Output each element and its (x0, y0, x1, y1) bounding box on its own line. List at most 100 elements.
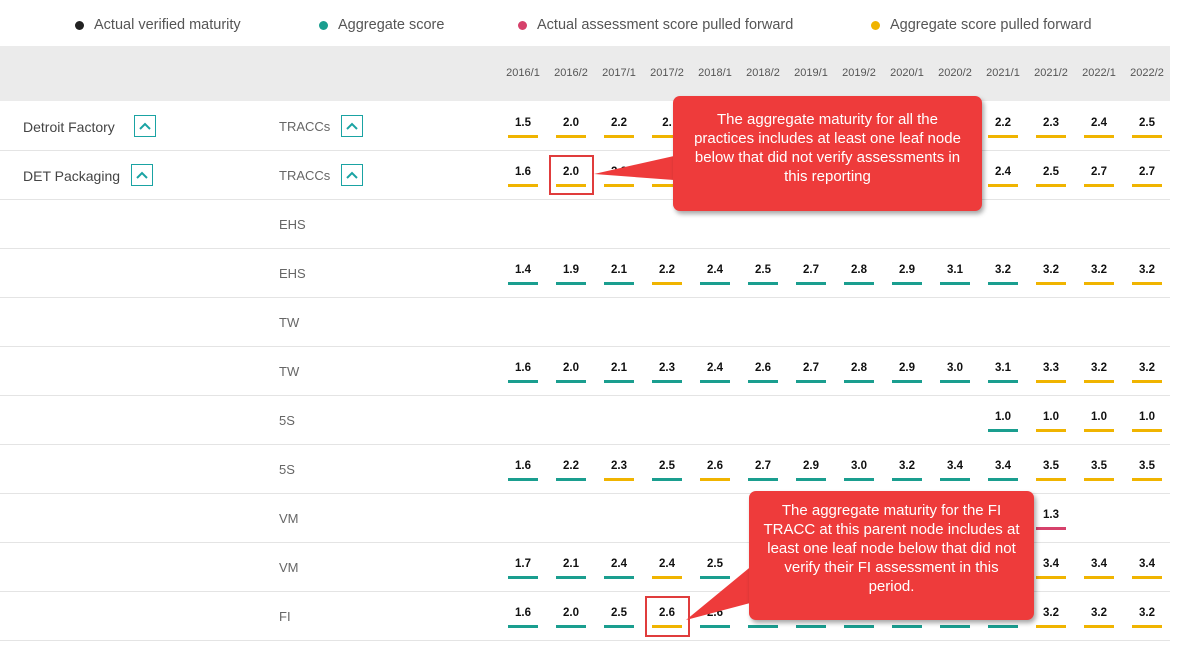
score-cell[interactable]: 2.3 (1034, 117, 1068, 138)
score-cell[interactable]: 3.2 (1034, 264, 1068, 285)
score-cell[interactable]: 2.0 (554, 362, 588, 383)
score-cell[interactable]: 2.2 (986, 117, 1020, 138)
score-cell[interactable]: 3.2 (1130, 607, 1164, 628)
node-collapse-button[interactable] (131, 164, 153, 186)
score-cell[interactable]: 3.2 (1034, 607, 1068, 628)
score-cell[interactable]: 2.7 (746, 460, 780, 481)
score-cell[interactable] (746, 607, 780, 628)
node-collapse-button[interactable] (134, 115, 156, 137)
score-cell[interactable]: 2.4 (986, 166, 1020, 187)
score-cell[interactable]: 2.3 (602, 460, 636, 481)
score-cell[interactable]: 3.4 (1082, 558, 1116, 579)
score-cell[interactable]: 2.2 (554, 460, 588, 481)
score-cell[interactable]: 2.4 (1082, 117, 1116, 138)
score-cell[interactable]: 2.1 (602, 264, 636, 285)
score-cell[interactable]: 1.7 (506, 558, 540, 579)
score-cell[interactable]: 2.5 (602, 607, 636, 628)
score-indicator-bar (1036, 527, 1066, 530)
score-cell[interactable]: 3.0 (938, 362, 972, 383)
score-cell[interactable]: 2.5 (1130, 117, 1164, 138)
score-cell[interactable]: 2.4 (650, 558, 684, 579)
practice-collapse-button[interactable] (341, 115, 363, 137)
score-cell[interactable]: 3.5 (1034, 460, 1068, 481)
score-cell[interactable]: 2.7 (794, 264, 828, 285)
score-value: 1.7 (515, 558, 531, 570)
score-cell[interactable] (938, 607, 972, 628)
score-cell[interactable]: 2.3 (650, 362, 684, 383)
score-cell[interactable]: 3.4 (938, 460, 972, 481)
score-cell[interactable]: 2.0 (554, 166, 588, 187)
score-cell[interactable]: 3.2 (1082, 362, 1116, 383)
score-cell[interactable]: 2.5 (650, 460, 684, 481)
score-cell[interactable]: 1.4 (506, 264, 540, 285)
score-cell[interactable]: 2.4 (698, 264, 732, 285)
score-cell[interactable] (890, 607, 924, 628)
score-cell[interactable]: 3.5 (1082, 460, 1116, 481)
score-cell[interactable]: 3.2 (890, 460, 924, 481)
score-cell[interactable]: 3.1 (986, 362, 1020, 383)
score-cell[interactable]: 2.0 (554, 607, 588, 628)
score-cell[interactable]: 3.2 (986, 264, 1020, 285)
score-indicator-bar (556, 478, 586, 481)
score-cell[interactable]: 3.1 (938, 264, 972, 285)
score-cell[interactable]: 3.3 (1034, 362, 1068, 383)
score-cell[interactable]: 3.4 (1130, 558, 1164, 579)
score-value: 3.4 (995, 460, 1011, 472)
score-cell[interactable] (986, 607, 1020, 628)
score-cell[interactable]: 2.6 (650, 607, 684, 628)
score-cell[interactable]: 2.6 (698, 460, 732, 481)
score-cell[interactable]: 2.7 (1082, 166, 1116, 187)
score-cell[interactable]: 2.9 (794, 460, 828, 481)
score-cell[interactable]: 3.2 (1130, 264, 1164, 285)
score-cell[interactable]: 2.5 (746, 264, 780, 285)
score-cell[interactable]: 2. (650, 117, 684, 138)
score-cell[interactable]: 1.0 (1034, 411, 1068, 432)
table-row: DET PackagingTRACCs1.62.02.32.2.42.52.72… (0, 150, 1170, 200)
score-cell[interactable]: 3.4 (1034, 558, 1068, 579)
score-cell[interactable]: 2.2 (650, 264, 684, 285)
score-cell[interactable]: 2.0 (554, 117, 588, 138)
legend-item-aggregate-pulled-forward[interactable]: Aggregate score pulled forward (871, 17, 1092, 33)
score-indicator-bar (508, 380, 538, 383)
score-indicator-bar (508, 135, 538, 138)
score-cell[interactable]: 2.4 (602, 558, 636, 579)
score-cell[interactable]: 2.7 (794, 362, 828, 383)
score-cell[interactable] (794, 607, 828, 628)
score-cell[interactable]: 3.2 (1130, 362, 1164, 383)
score-cell[interactable]: 3.5 (1130, 460, 1164, 481)
score-cell[interactable]: 2.7 (1130, 166, 1164, 187)
legend-item-actual-verified[interactable]: Actual verified maturity (75, 17, 241, 33)
score-indicator-bar (1132, 625, 1162, 628)
score-cell[interactable]: 2.8 (842, 264, 876, 285)
score-cell[interactable]: 2.2 (602, 117, 636, 138)
score-indicator-bar (1132, 380, 1162, 383)
period-header: 2017/1 (602, 67, 636, 79)
score-cell[interactable]: 1.3 (1034, 509, 1068, 530)
score-cell[interactable]: 2.9 (890, 264, 924, 285)
score-cell[interactable]: 1.6 (506, 166, 540, 187)
score-cell[interactable]: 3.4 (986, 460, 1020, 481)
score-cell[interactable]: 1.0 (986, 411, 1020, 432)
score-cell[interactable]: 1.6 (506, 362, 540, 383)
score-cell[interactable]: 2.8 (842, 362, 876, 383)
legend-item-aggregate-score[interactable]: Aggregate score (319, 17, 444, 33)
score-cell[interactable]: 2.1 (602, 362, 636, 383)
score-cell[interactable]: 1.0 (1130, 411, 1164, 432)
score-cell[interactable] (842, 607, 876, 628)
legend-item-assessment-pulled-forward[interactable]: Actual assessment score pulled forward (518, 17, 793, 33)
score-cell[interactable]: 2.9 (890, 362, 924, 383)
score-cell[interactable]: 2.5 (1034, 166, 1068, 187)
score-cell[interactable]: 1.9 (554, 264, 588, 285)
score-cell[interactable]: 1.6 (506, 607, 540, 628)
score-cell[interactable]: 3.2 (1082, 264, 1116, 285)
score-cell[interactable]: 1.5 (506, 117, 540, 138)
score-cell[interactable]: 3.0 (842, 460, 876, 481)
score-cell[interactable]: 1.0 (1082, 411, 1116, 432)
score-cell[interactable]: 2.1 (554, 558, 588, 579)
practice-collapse-button[interactable] (341, 164, 363, 186)
score-cell[interactable]: 1.6 (506, 460, 540, 481)
score-cell[interactable]: 2.5 (698, 558, 732, 579)
score-cell[interactable]: 2.6 (746, 362, 780, 383)
score-cell[interactable]: 2.4 (698, 362, 732, 383)
score-cell[interactable]: 3.2 (1082, 607, 1116, 628)
